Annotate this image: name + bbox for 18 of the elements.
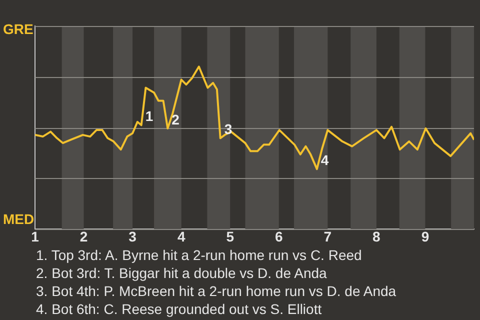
x-tick-label: 1 — [31, 228, 40, 244]
text: 3. Bot 4th: P. McBreen hit a 2-run home run vs D. de Anda — [36, 282, 396, 300]
x-tick-label: 9 — [421, 228, 430, 244]
annotation: 1 — [145, 108, 154, 124]
x-tick-label: 2 — [80, 228, 88, 244]
x-tick-label: 7 — [324, 228, 332, 244]
text: MED — [3, 211, 34, 228]
x-tick-label: 8 — [372, 228, 381, 244]
text: 2. Bot 3rd: T. Biggar hit a double vs D. de Anda — [36, 264, 328, 282]
x-tick-label: 6 — [274, 228, 283, 244]
text: 4. Bot 6th: C. Reese grounded out vs S. Elliott — [36, 300, 323, 318]
x-tick-label: 5 — [226, 228, 234, 244]
annotation: 2 — [172, 111, 180, 128]
text: GRE — [3, 20, 34, 37]
x-tick-label: 3 — [128, 228, 137, 244]
x-tick-label: 4 — [177, 228, 186, 244]
text: 1. Top 3rd: A. Byrne hit a 2-run home run vs C. Reed — [36, 246, 363, 264]
annotation: 4 — [320, 152, 329, 168]
